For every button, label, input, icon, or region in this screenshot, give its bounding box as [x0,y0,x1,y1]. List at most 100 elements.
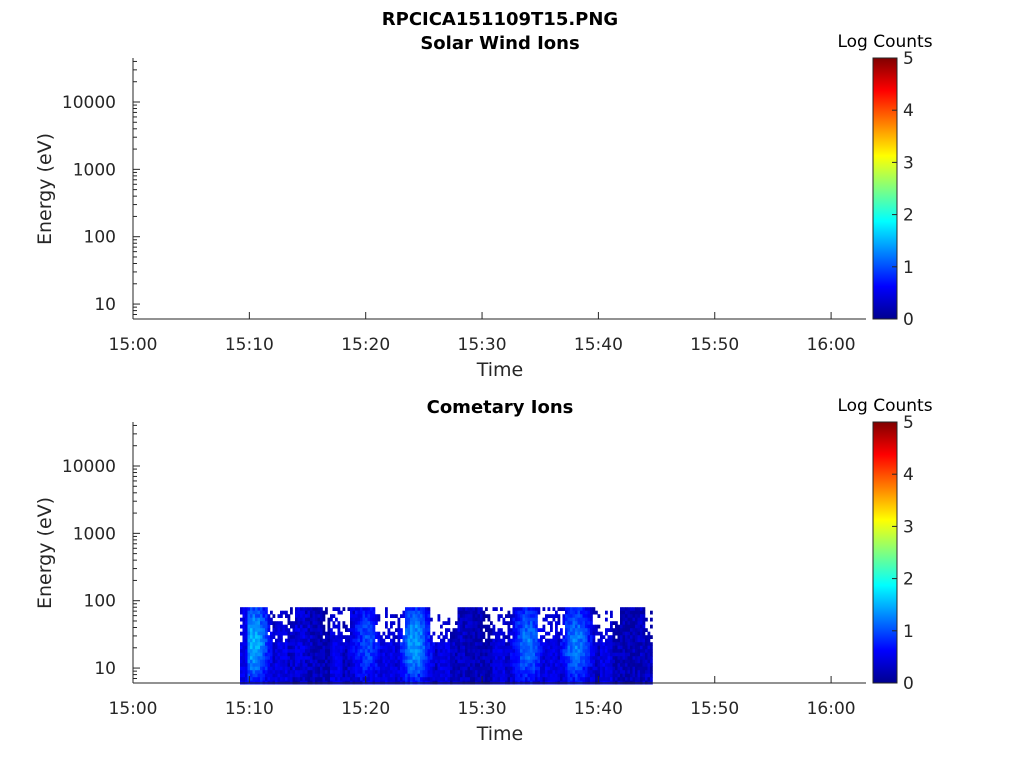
heatmap-cell [472,621,476,625]
heatmap-cell [337,663,341,667]
heatmap-cell [362,670,366,674]
heatmap-cell [355,666,358,671]
heatmap-cell [357,670,361,674]
heatmap-cell [350,670,353,674]
heatmap-cell [320,638,323,643]
heatmap-cell [412,617,416,622]
heatmap-cell [382,663,386,667]
heatmap-cell [440,659,443,664]
heatmap-cell [540,635,543,639]
heatmap-cell [610,673,613,678]
heatmap-cell [592,666,596,671]
heatmap-cell [285,677,288,681]
heatmap-cell [310,677,313,681]
heatmap-cell [402,610,406,615]
heatmap-cell [430,673,433,678]
heatmap-cell [557,617,561,622]
heatmap-cell [550,642,553,646]
heatmap-cell [542,656,546,660]
heatmap-cell [462,635,466,639]
heatmap-cell [340,656,343,660]
heatmap-cell [300,607,303,611]
heatmap-cell [610,649,613,653]
heatmap-cell [287,621,291,625]
heatmap-cell [650,624,653,629]
heatmap-cell [350,631,353,636]
heatmap-cell [600,656,603,660]
heatmap-cell [582,607,586,611]
heatmap-cell [245,628,248,632]
heatmap-cell [617,649,621,653]
heatmap-cell [560,645,563,650]
heatmap-cell [385,635,388,639]
heatmap-cell [427,635,431,639]
heatmap-cell [560,649,563,653]
heatmap-cell [472,649,476,653]
heatmap-cell [260,610,263,615]
heatmap-cell [360,649,363,653]
heatmap-cell [345,649,348,653]
heatmap-cell [270,652,273,657]
heatmap-cell [420,645,423,650]
heatmap-cell [247,649,251,653]
heatmap-cell [320,649,323,653]
heatmap-cell [282,610,286,615]
heatmap-cell [440,673,443,678]
heatmap-cell [615,666,618,671]
heatmap-cell [375,642,378,646]
heatmap-cell [610,663,613,667]
heatmap-cell [262,656,266,660]
heatmap-cell [420,638,423,643]
heatmap-cell [262,628,266,632]
heatmap-cell [562,645,566,650]
heatmap-cell [402,677,406,681]
heatmap-cell [560,670,563,674]
heatmap-cell [260,670,263,674]
heatmap-cell [567,656,571,660]
heatmap-cell [430,666,433,671]
heatmap-cell [300,677,303,681]
heatmap-cell [502,638,506,643]
heatmap-cell [605,610,608,615]
heatmap-cell [372,670,376,674]
heatmap-cell [310,652,313,657]
heatmap-cell [302,649,306,653]
heatmap-cell [632,635,636,639]
heatmap-cell [265,652,268,657]
heatmap-cell [495,642,498,646]
heatmap-cell [637,631,641,636]
heatmap-cell [472,607,476,611]
heatmap-cell [297,673,301,678]
heatmap-cell [297,670,301,674]
heatmap-cell [400,645,403,650]
heatmap-cell [645,663,648,667]
heatmap-cell [512,673,516,678]
heatmap-cell [512,652,516,657]
heatmap-cell [332,645,336,650]
heatmap-cell [240,663,243,667]
heatmap-cell [430,635,433,639]
heatmap-cell [437,645,441,650]
heatmap-cell [397,659,401,664]
heatmap-cell [505,614,508,618]
heatmap-cell [450,677,453,681]
heatmap-cell [372,652,376,657]
heatmap-cell [490,673,493,678]
heatmap-cell [275,621,278,625]
heatmap-cell [522,656,526,660]
heatmap-cell [370,610,373,615]
heatmap-cell [332,666,336,671]
heatmap-cell [262,649,266,653]
heatmap-cell [415,614,418,618]
heatmap-cell [527,607,531,611]
heatmap-cell [512,645,516,650]
heatmap-cell [452,642,456,646]
heatmap-cell [360,670,363,674]
heatmap-cell [547,645,551,650]
heatmap-cell [527,645,531,650]
heatmap-cell [392,652,396,657]
heatmap-cell [517,628,521,632]
heatmap-cell [635,621,638,625]
heatmap-cell [270,642,273,646]
heatmap-cell [565,670,568,674]
